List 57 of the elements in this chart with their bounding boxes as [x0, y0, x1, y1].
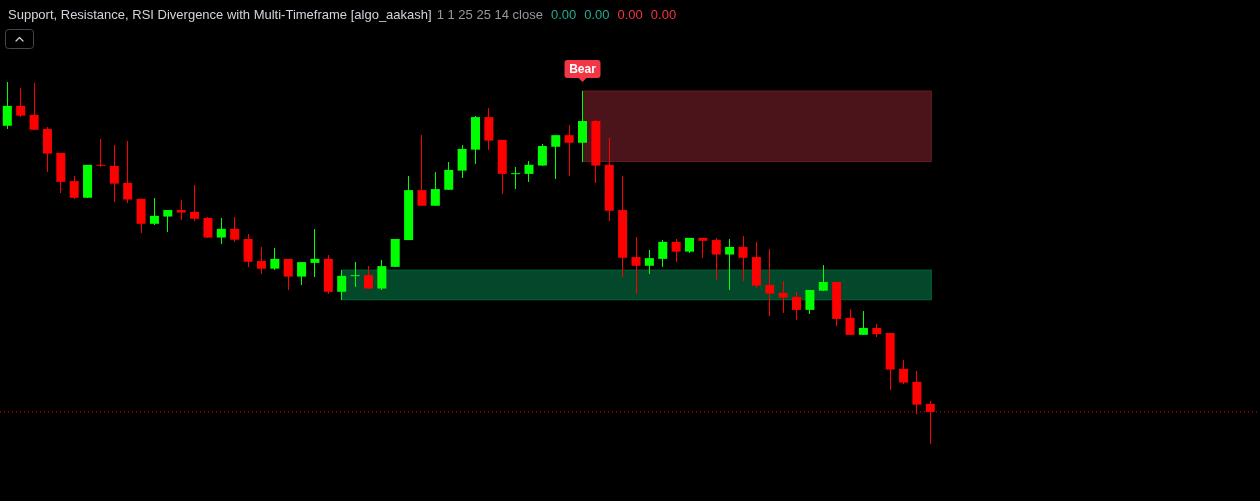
candlestick [256, 246, 266, 275]
text: 0.00 [650, 7, 677, 22]
candlestick [216, 217, 226, 245]
candlestick [845, 308, 855, 336]
candlestick [163, 209, 173, 233]
candlestick [350, 261, 360, 288]
candlestick [537, 143, 547, 167]
candlestick [377, 259, 387, 291]
chart-subtitle: 1 1 25 25 14 close [436, 7, 543, 22]
candlestick [123, 140, 133, 204]
candlestick [457, 144, 467, 179]
candlestick [310, 228, 320, 278]
candlestick [725, 238, 735, 291]
candlestick [417, 134, 427, 207]
candlestick [899, 359, 909, 385]
candlestick [658, 239, 668, 268]
candlestick [912, 370, 922, 415]
candlestick [578, 90, 587, 163]
candlestick [363, 265, 373, 290]
candlestick [109, 144, 119, 203]
candlestick [818, 264, 828, 292]
candlestick [283, 258, 293, 291]
candlestick [96, 138, 106, 168]
candlestick [16, 87, 26, 118]
candlestick [738, 235, 748, 282]
candlestick [430, 171, 440, 207]
candlestick [203, 216, 213, 239]
candlestick [297, 261, 307, 286]
candlestick [778, 280, 788, 314]
candlestick [765, 248, 775, 317]
candlestick [792, 291, 802, 321]
candlestick [858, 310, 868, 336]
candlestick [484, 107, 494, 151]
candlestick [230, 216, 240, 243]
candlestick [69, 175, 79, 200]
candlestick [337, 269, 347, 301]
candlestick [270, 247, 280, 271]
text: 0.00 [617, 7, 643, 22]
text: 0.00 [550, 7, 577, 22]
candlestick [149, 197, 159, 226]
candlestick [524, 160, 534, 183]
annotation: Bear [569, 62, 597, 77]
candlestick [671, 238, 681, 263]
candlestick [2, 81, 12, 130]
candlestick [444, 161, 454, 191]
candlestick [511, 166, 521, 190]
candlestick [644, 249, 654, 275]
text: 0.00 [584, 7, 610, 22]
candlestick [176, 199, 186, 221]
candlestick [564, 124, 574, 177]
candlestick [631, 236, 641, 295]
candlestick [190, 184, 200, 222]
candlestick [551, 134, 561, 180]
candlestick [29, 82, 39, 131]
chart-title: Support, Resistance, RSI Divergence with Multi-Timeframe [algo_aakash] [8, 7, 432, 22]
candlestick [243, 233, 253, 268]
candlestick [711, 237, 721, 281]
